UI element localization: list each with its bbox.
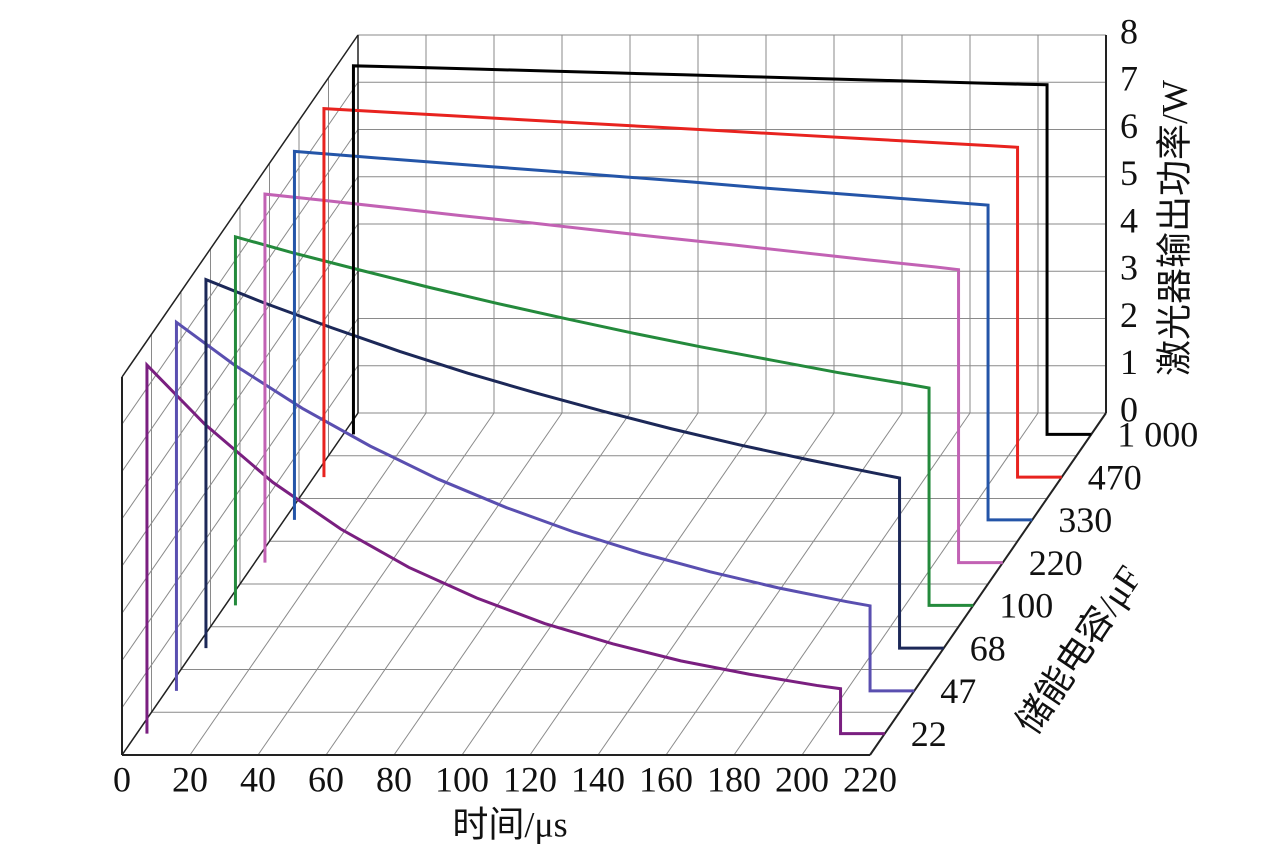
floor-grid-line <box>529 412 767 756</box>
depth-tick-label: 22 <box>911 714 947 754</box>
z-tick-label: 8 <box>1120 11 1138 51</box>
depth-tick-label: 47 <box>940 671 976 711</box>
z-tick-label: 4 <box>1120 200 1138 240</box>
wall-grid-line <box>121 318 359 661</box>
z-tick-label: 0 <box>1120 389 1138 429</box>
plot-area <box>145 64 1092 736</box>
z-tick-label: 1 <box>1120 342 1138 382</box>
z-tick-label: 7 <box>1120 59 1138 99</box>
x-tick-label: 0 <box>113 759 131 799</box>
floor-grid-line <box>461 412 699 756</box>
z-tick-label: 5 <box>1120 153 1138 193</box>
x-tick-label: 160 <box>639 759 693 799</box>
x-tick-label: 80 <box>376 759 412 799</box>
x-tick-label: 100 <box>435 759 489 799</box>
x-tick-label: 40 <box>240 759 276 799</box>
depth-tick-label: 1 000 <box>1117 415 1198 455</box>
grid <box>121 34 1107 756</box>
series-line <box>292 149 1033 522</box>
x-tick-label: 220 <box>843 759 897 799</box>
depth-tick-label: 470 <box>1088 457 1142 497</box>
series-line <box>174 319 915 693</box>
floor-grid-line <box>733 412 971 756</box>
depth-tick-label: 220 <box>1029 543 1083 583</box>
wall-grid-line <box>121 365 359 709</box>
axis-line <box>121 412 359 756</box>
wall-grid-line <box>121 176 359 520</box>
series-line <box>263 192 1003 565</box>
axis-line <box>121 34 359 378</box>
series-line <box>145 361 885 736</box>
depth-tick-label: 100 <box>999 586 1053 626</box>
x-tick-label: 180 <box>707 759 761 799</box>
z-axis-label: 激光器输出功率/W <box>1154 80 1194 376</box>
series-line <box>322 106 1062 479</box>
wall-grid-line <box>121 223 359 567</box>
floor-grid-line <box>597 412 835 756</box>
wall-grid-line <box>121 270 359 614</box>
x-tick-label: 60 <box>308 759 344 799</box>
wall-grid-line <box>121 129 359 472</box>
floor-grid-line <box>393 412 631 756</box>
x-axis-label: 时间/μs <box>452 804 567 844</box>
depth-tick-label: 330 <box>1058 500 1112 540</box>
x-tick-label: 120 <box>503 759 557 799</box>
z-tick-label: 2 <box>1120 295 1138 335</box>
series-line <box>351 64 1092 436</box>
x-tick-label: 140 <box>571 759 625 799</box>
x-tick-label: 200 <box>775 759 829 799</box>
x-tick-label: 20 <box>172 759 208 799</box>
series-line <box>204 277 944 650</box>
z-tick-label: 6 <box>1120 106 1138 146</box>
floor-grid-line <box>257 412 495 756</box>
depth-tick-label: 68 <box>970 628 1006 668</box>
series-line <box>233 234 974 607</box>
axis-line <box>869 412 1107 756</box>
wall-grid-line <box>121 81 359 425</box>
z-tick-label: 3 <box>1120 248 1138 288</box>
floor-grid-line <box>189 412 427 756</box>
